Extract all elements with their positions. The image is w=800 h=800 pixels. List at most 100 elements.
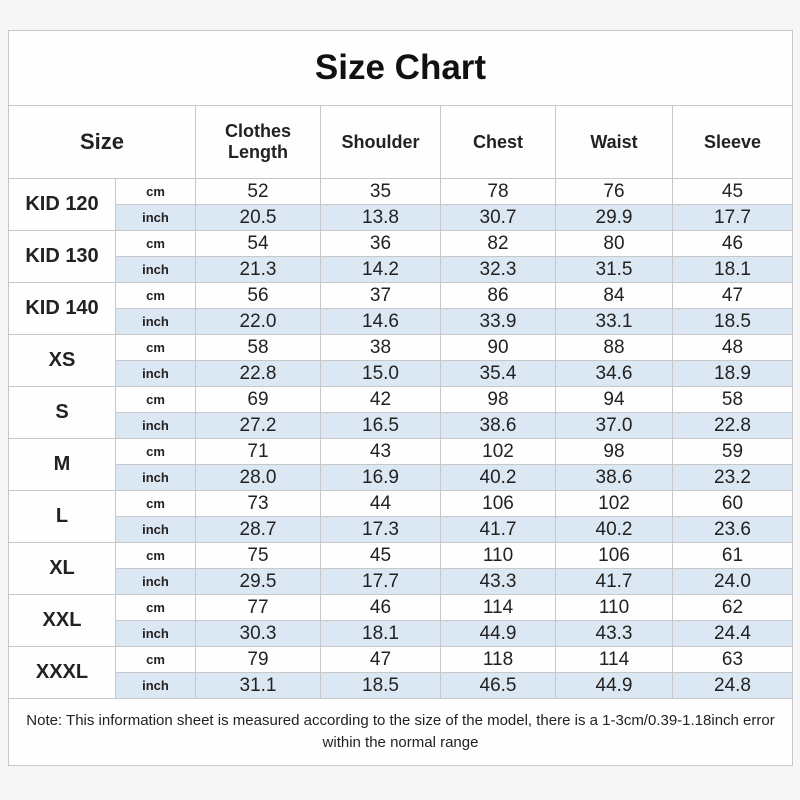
table-row: inch 22.0 14.6 33.9 33.1 18.5: [9, 308, 793, 335]
table-row: inch 28.7 17.3 41.7 40.2 23.6: [9, 516, 793, 543]
value-cell: 23.6: [672, 516, 793, 543]
value-cell: 30.7: [440, 204, 556, 231]
value-cell: 110: [440, 542, 556, 569]
value-cell: 43.3: [555, 620, 673, 647]
value-cell: 36: [320, 230, 441, 257]
table-row: inch 30.3 18.1 44.9 43.3 24.4: [9, 620, 793, 647]
table-row: XXL cm 77 46 114 110 62: [8, 594, 793, 647]
size-label: XXL: [8, 594, 116, 647]
value-cell: 82: [440, 230, 556, 257]
header-cell: Waist: [555, 105, 673, 179]
value-cell: 98: [440, 386, 556, 413]
value-cell: 16.5: [320, 412, 441, 439]
value-cell: 58: [195, 334, 321, 361]
value-cell: 40.2: [555, 516, 673, 543]
value-cell: 46.5: [440, 672, 556, 699]
value-cell: 84: [555, 282, 673, 309]
value-cell: 31.1: [195, 672, 321, 699]
size-label: S: [8, 386, 116, 439]
value-cell: 37: [320, 282, 441, 309]
table-row: inch 28.0 16.9 40.2 38.6 23.2: [9, 464, 793, 491]
unit-label: inch: [115, 620, 196, 647]
value-cell: 54: [195, 230, 321, 257]
unit-label: cm: [115, 282, 196, 309]
table-row: inch 31.1 18.5 46.5 44.9 24.8: [9, 672, 793, 699]
value-cell: 33.9: [440, 308, 556, 335]
table-row: XL cm 75 45 110 106 61: [8, 542, 793, 595]
value-cell: 41.7: [555, 568, 673, 595]
table-row: inch 22.8 15.0 35.4 34.6 18.9: [9, 360, 793, 387]
value-cell: 24.8: [672, 672, 793, 699]
value-cell: 13.8: [320, 204, 441, 231]
value-cell: 110: [555, 594, 673, 621]
value-cell: 29.9: [555, 204, 673, 231]
table-row: inch 21.3 14.2 32.3 31.5 18.1: [9, 256, 793, 283]
size-label: KID 140: [8, 282, 116, 335]
value-cell: 75: [195, 542, 321, 569]
value-cell: 28.0: [195, 464, 321, 491]
size-label: XXXL: [8, 646, 116, 699]
value-cell: 47: [672, 282, 793, 309]
value-cell: 78: [440, 178, 556, 205]
size-label: KID 130: [8, 230, 116, 283]
unit-label: inch: [115, 516, 196, 543]
value-cell: 102: [440, 438, 556, 465]
table-row: Note: This information sheet is measured…: [8, 698, 793, 766]
value-cell: 20.5: [195, 204, 321, 231]
value-cell: 17.7: [320, 568, 441, 595]
value-cell: 43: [320, 438, 441, 465]
value-cell: 44.9: [440, 620, 556, 647]
table-row: inch 20.5 13.8 30.7 29.9 17.7: [9, 204, 793, 231]
value-cell: 24.0: [672, 568, 793, 595]
value-cell: 60: [672, 490, 793, 517]
value-cell: 76: [555, 178, 673, 205]
value-cell: 32.3: [440, 256, 556, 283]
value-cell: 98: [555, 438, 673, 465]
size-label: XL: [8, 542, 116, 595]
value-cell: 38.6: [555, 464, 673, 491]
unit-label: cm: [115, 386, 196, 413]
value-cell: 56: [195, 282, 321, 309]
value-cell: 15.0: [320, 360, 441, 387]
value-cell: 90: [440, 334, 556, 361]
size-table: Size Chart Size Clothes Length Shoulder Che…: [8, 30, 793, 766]
unit-label: cm: [115, 438, 196, 465]
value-cell: 14.6: [320, 308, 441, 335]
table-row: XXXL cm 79 47 118 114 63: [8, 646, 793, 699]
value-cell: 62: [672, 594, 793, 621]
value-cell: 22.0: [195, 308, 321, 335]
table-row: Size Clothes Length Shoulder Chest Waist Slee…: [8, 105, 793, 179]
note: Note: This information sheet is measured…: [8, 698, 793, 766]
value-cell: 73: [195, 490, 321, 517]
value-cell: 45: [672, 178, 793, 205]
value-cell: 106: [555, 542, 673, 569]
value-cell: 18.1: [320, 620, 441, 647]
value-cell: 94: [555, 386, 673, 413]
header-cell: Clothes Length: [195, 105, 321, 179]
value-cell: 28.7: [195, 516, 321, 543]
value-cell: 18.9: [672, 360, 793, 387]
header-cell: Shoulder: [320, 105, 441, 179]
unit-label: inch: [115, 308, 196, 335]
value-cell: 16.9: [320, 464, 441, 491]
value-cell: 29.5: [195, 568, 321, 595]
value-cell: 23.2: [672, 464, 793, 491]
value-cell: 37.0: [555, 412, 673, 439]
unit-label: inch: [115, 672, 196, 699]
value-cell: 17.7: [672, 204, 793, 231]
value-cell: 22.8: [195, 360, 321, 387]
value-cell: 69: [195, 386, 321, 413]
value-cell: 34.6: [555, 360, 673, 387]
value-cell: 14.2: [320, 256, 441, 283]
table-row: KID 140 cm 56 37 86 84 47: [8, 282, 793, 335]
title: Size Chart: [8, 30, 793, 106]
value-cell: 40.2: [440, 464, 556, 491]
header-size: Size: [8, 105, 196, 179]
size-label: M: [8, 438, 116, 491]
unit-label: inch: [115, 256, 196, 283]
value-cell: 41.7: [440, 516, 556, 543]
table-row: KID 130 cm 54 36 82 80 46: [8, 230, 793, 283]
value-cell: 27.2: [195, 412, 321, 439]
